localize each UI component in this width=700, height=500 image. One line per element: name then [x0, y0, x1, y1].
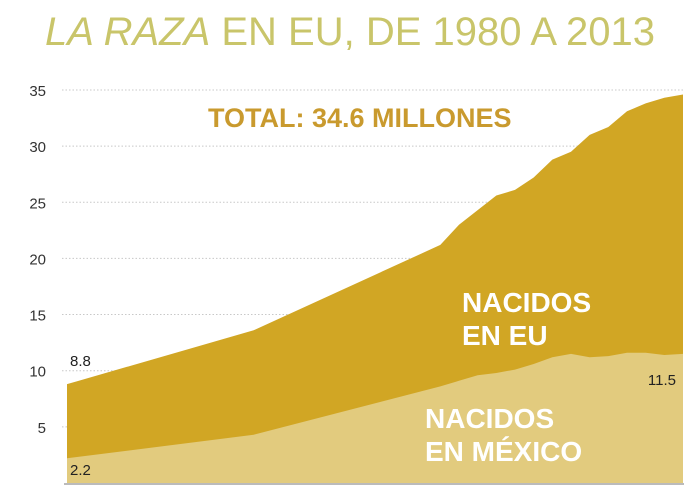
- title-rest: EN EU, DE 1980 A 2013: [210, 10, 655, 54]
- y-tick-label: 25: [29, 195, 46, 212]
- y-tick-label: 15: [29, 308, 46, 325]
- area-nacidos-en-mexico: [67, 352, 683, 483]
- total-annotation: TOTAL: 34.6 MILLONES: [208, 103, 512, 133]
- data-label-mx-start: 2.2: [70, 462, 91, 479]
- y-tick-label: 30: [29, 139, 46, 156]
- chart-title: LA RAZA EN EU, DE 1980 A 2013: [0, 10, 700, 55]
- series-label-us-line1: NACIDOS: [462, 287, 591, 318]
- series-label-mx-line2: EN MÉXICO: [425, 436, 582, 467]
- series-label-mx-line1: NACIDOS: [425, 403, 554, 434]
- series-label-us-line2: EN EU: [462, 320, 548, 351]
- title-italic: LA RAZA: [45, 10, 211, 54]
- data-label-total-start: 8.8: [70, 353, 91, 370]
- y-tick-label: 35: [29, 83, 46, 100]
- y-tick-label: 10: [29, 364, 46, 381]
- data-label-mx-end: 11.5: [648, 372, 676, 389]
- y-tick-label: 20: [29, 251, 46, 268]
- y-tick-label: 5: [38, 420, 46, 437]
